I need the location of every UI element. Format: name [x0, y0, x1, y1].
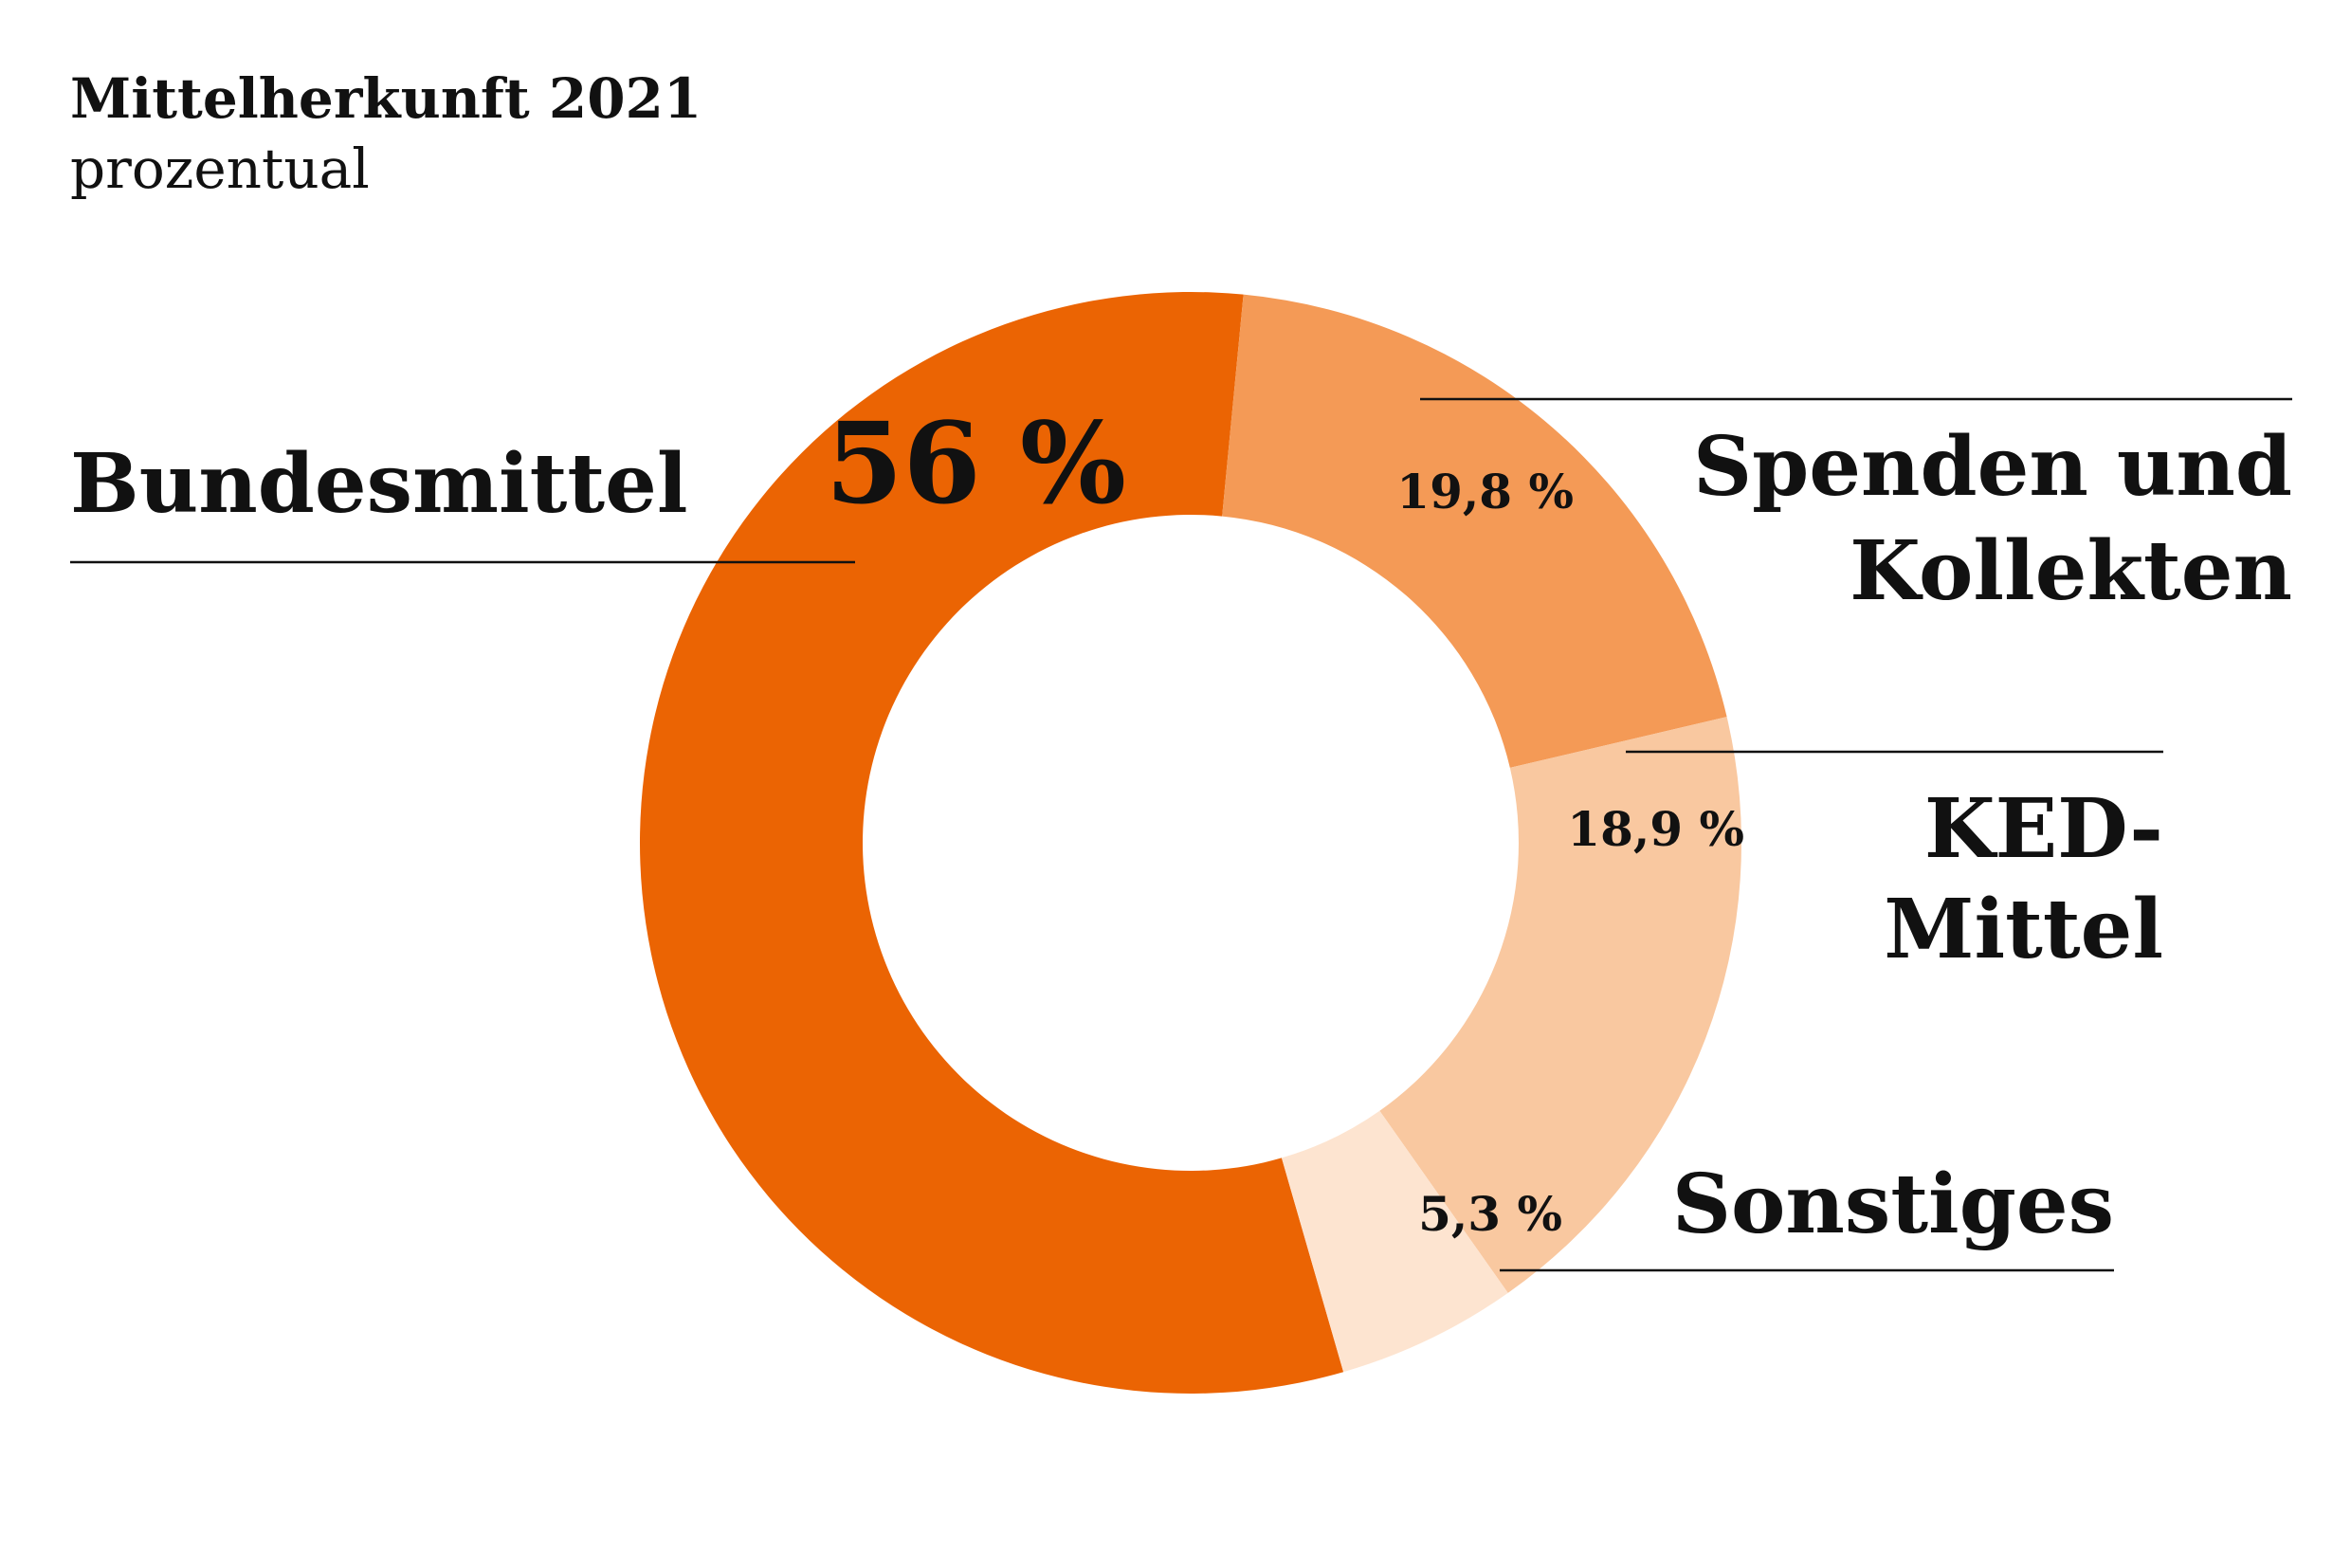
value-label-ked-mittel: 18,9 % [1567, 801, 1744, 857]
slice-ked-mittel [1379, 717, 1741, 1293]
chart-subtitle: prozentual [70, 137, 370, 201]
donut-slices [640, 292, 1741, 1395]
chart-title: Mittelherkunft 2021 [70, 66, 702, 131]
value-label-bundesmittel: 56 % [826, 397, 1126, 529]
slice-spenden-und-kollekten [1222, 294, 1727, 768]
slice-sonstiges [1281, 1110, 1508, 1373]
category-label-bundesmittel: Bundesmittel [70, 436, 688, 532]
donut-labels: 56 % 19,8 % 18,9 % 5,3 % Bundesmittel Spenden… [70, 397, 2292, 1272]
category-label-sonstiges: Sonstiges [1672, 1157, 2114, 1252]
category-label-ked-mittel: KED-Mittel [1884, 781, 2163, 977]
value-label-spenden-und-kollekten: 19,8 % [1396, 464, 1574, 520]
slice-bundesmittel [640, 292, 1344, 1395]
category-label-spenden-und-kollekten: Spenden und Kollekten [1693, 419, 2292, 619]
value-label-sonstiges: 5,3 % [1418, 1186, 1562, 1242]
